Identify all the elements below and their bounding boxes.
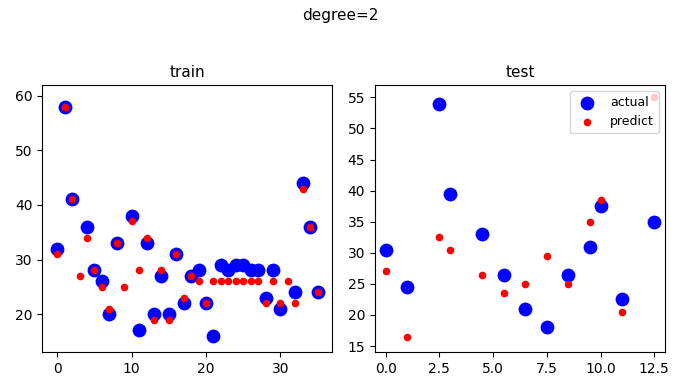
predict	[89, 267, 100, 274]
actual	[305, 224, 316, 230]
actual	[156, 273, 167, 279]
predict	[163, 316, 174, 323]
predict	[119, 283, 130, 290]
predict	[402, 334, 413, 340]
predict	[267, 278, 278, 285]
actual	[267, 267, 278, 274]
predict	[275, 300, 286, 306]
predict	[97, 283, 107, 290]
actual	[52, 246, 63, 252]
actual	[595, 203, 606, 209]
predict	[171, 251, 182, 257]
predict	[541, 253, 552, 259]
predict	[380, 268, 391, 274]
actual	[434, 100, 445, 107]
predict	[297, 185, 308, 192]
predict	[104, 305, 115, 312]
Title: test: test	[505, 65, 534, 79]
predict	[141, 235, 152, 241]
predict	[445, 247, 456, 253]
actual	[297, 180, 308, 186]
actual	[97, 278, 107, 285]
predict	[82, 235, 92, 241]
actual	[148, 311, 159, 317]
predict	[178, 294, 189, 301]
predict	[312, 289, 323, 295]
actual	[477, 231, 488, 237]
predict	[617, 309, 628, 315]
actual	[163, 311, 174, 317]
actual	[112, 240, 122, 246]
actual	[498, 271, 509, 278]
actual	[126, 213, 137, 219]
actual	[260, 294, 271, 301]
predict	[216, 278, 226, 285]
actual	[238, 262, 249, 268]
actual	[649, 219, 660, 225]
predict	[282, 278, 293, 285]
predict	[434, 234, 445, 240]
predict	[186, 273, 197, 279]
Title: train: train	[169, 65, 205, 79]
actual	[216, 262, 226, 268]
predict	[231, 278, 241, 285]
Text: degree=2: degree=2	[302, 8, 378, 23]
predict	[193, 278, 204, 285]
predict	[59, 104, 70, 110]
predict	[67, 196, 78, 203]
predict	[498, 290, 509, 296]
predict	[649, 94, 660, 100]
predict	[208, 278, 219, 285]
actual	[201, 300, 211, 306]
actual	[290, 289, 301, 295]
predict	[126, 218, 137, 224]
predict	[74, 273, 85, 279]
actual	[584, 244, 595, 250]
Legend: actual, predict: actual, predict	[570, 91, 659, 133]
predict	[595, 197, 606, 203]
predict	[201, 300, 211, 306]
actual	[253, 267, 264, 274]
actual	[402, 284, 413, 290]
actual	[208, 333, 219, 339]
predict	[156, 267, 167, 274]
predict	[112, 240, 122, 246]
actual	[89, 267, 100, 274]
actual	[541, 324, 552, 330]
actual	[82, 224, 92, 230]
actual	[380, 247, 391, 253]
actual	[178, 300, 189, 306]
actual	[223, 267, 234, 274]
actual	[275, 305, 286, 312]
predict	[253, 278, 264, 285]
actual	[563, 271, 574, 278]
predict	[290, 300, 301, 306]
predict	[52, 251, 63, 257]
actual	[67, 196, 78, 203]
predict	[477, 271, 488, 278]
predict	[584, 219, 595, 225]
predict	[520, 281, 530, 287]
actual	[520, 306, 530, 312]
predict	[245, 278, 256, 285]
predict	[260, 300, 271, 306]
actual	[171, 251, 182, 257]
predict	[238, 278, 249, 285]
predict	[563, 281, 574, 287]
predict	[148, 316, 159, 323]
actual	[312, 289, 323, 295]
actual	[617, 296, 628, 303]
actual	[445, 190, 456, 197]
actual	[245, 267, 256, 274]
predict	[134, 267, 145, 274]
actual	[186, 273, 197, 279]
actual	[193, 267, 204, 274]
actual	[59, 104, 70, 110]
actual	[104, 311, 115, 317]
actual	[231, 262, 241, 268]
actual	[141, 240, 152, 246]
predict	[223, 278, 234, 285]
actual	[134, 327, 145, 334]
predict	[305, 224, 316, 230]
